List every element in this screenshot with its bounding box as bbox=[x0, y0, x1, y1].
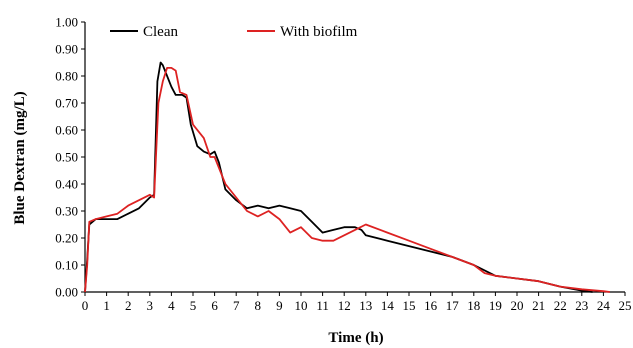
y-tick-label: 0.50 bbox=[55, 150, 78, 165]
x-tick-label: 4 bbox=[168, 298, 175, 313]
y-tick-label: 0.70 bbox=[55, 96, 78, 111]
x-tick-label: 7 bbox=[233, 298, 240, 313]
x-ticks: 0 1 2 3 4 5 6 7 8 9 10 11 12 13 14 15 16 17 18 19 20 21 22 23 24… bbox=[82, 292, 632, 313]
x-tick-label: 8 bbox=[255, 298, 262, 313]
x-tick-label: 12 bbox=[338, 298, 351, 313]
series-line-with-biofilm bbox=[84, 67, 611, 293]
x-tick-label: 15 bbox=[403, 298, 416, 313]
x-tick-label: 1 bbox=[103, 298, 110, 313]
legend-label-with-biofilm: With biofilm bbox=[280, 24, 358, 40]
x-tick-label: 10 bbox=[295, 298, 308, 313]
x-tick-label: 18 bbox=[467, 298, 480, 313]
y-tick-label: 1.00 bbox=[55, 15, 78, 30]
x-tick-label: 13 bbox=[359, 298, 372, 313]
y-tick-label: 0.30 bbox=[55, 204, 78, 219]
x-tick-label: 11 bbox=[316, 298, 329, 313]
y-tick-label: 0.40 bbox=[55, 177, 78, 192]
x-tick-label: 0 bbox=[82, 298, 89, 313]
y-tick-label: 0.10 bbox=[55, 258, 78, 273]
y-axis-title: Blue Dextran (mg/L) bbox=[12, 91, 28, 224]
x-tick-label: 3 bbox=[147, 298, 154, 313]
x-axis-title: Time (h) bbox=[328, 330, 383, 346]
x-tick-label: 22 bbox=[554, 298, 567, 313]
x-tick-label: 5 bbox=[190, 298, 197, 313]
x-tick-label: 23 bbox=[575, 298, 588, 313]
y-tick-label: 0.60 bbox=[55, 123, 78, 138]
x-tick-label: 21 bbox=[532, 298, 545, 313]
x-tick-label: 24 bbox=[597, 298, 611, 313]
x-tick-label: 2 bbox=[125, 298, 132, 313]
x-tick-label: 25 bbox=[619, 298, 632, 313]
x-tick-label: 20 bbox=[511, 298, 524, 313]
x-tick-label: 9 bbox=[276, 298, 283, 313]
legend-item-with-biofilm: With biofilm bbox=[247, 24, 358, 40]
series-layer bbox=[84, 61, 611, 293]
y-tick-label: 0.00 bbox=[55, 285, 78, 300]
y-tick-label: 0.90 bbox=[55, 42, 78, 57]
y-tick-label: 0.20 bbox=[55, 231, 78, 246]
x-tick-label: 14 bbox=[381, 298, 395, 313]
y-ticks: 0.00 0.10 0.20 0.30 0.40 0.50 0.60 0.70 0.80 0.90… bbox=[55, 15, 85, 300]
x-tick-label: 19 bbox=[489, 298, 502, 313]
series-line-clean bbox=[84, 61, 593, 293]
legend-item-clean: Clean bbox=[110, 24, 178, 40]
y-axis-title-group: Blue Dextran (mg/L) bbox=[12, 91, 28, 224]
legend-label-clean: Clean bbox=[143, 24, 178, 40]
x-tick-label: 17 bbox=[446, 298, 460, 313]
x-tick-label: 6 bbox=[211, 298, 218, 313]
y-tick-label: 0.80 bbox=[55, 69, 78, 84]
x-tick-label: 16 bbox=[424, 298, 438, 313]
legend: Clean With biofilm bbox=[110, 24, 358, 40]
